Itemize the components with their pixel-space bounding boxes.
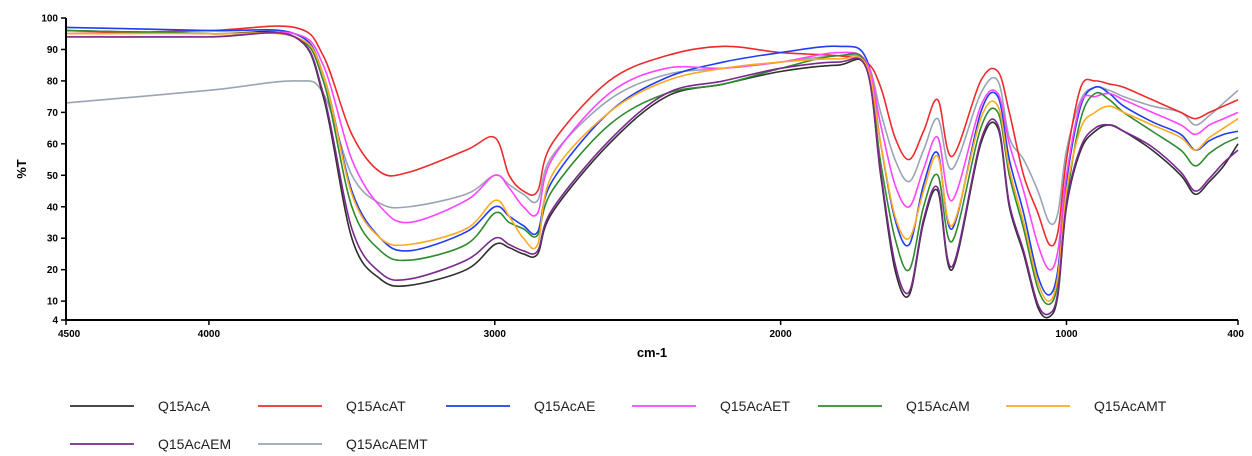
x-tick-label: 400: [1227, 329, 1244, 340]
legend-label: Q15AcAT: [346, 398, 406, 414]
legend-item: Q15AcAEMT: [258, 436, 428, 452]
y-tick-label: 80: [47, 76, 59, 87]
legend-item: Q15AcAEM: [70, 436, 231, 452]
series-line-q15acaem: [65, 31, 1239, 316]
axes: 4 10 20 30 40 50 60 70 80 90 100 4500 4000 3000 2000 10…: [14, 14, 1244, 361]
x-tick-label: 4500: [58, 329, 81, 340]
x-tick-label: 1000: [1055, 329, 1078, 340]
legend-label: Q15AcAEM: [158, 436, 231, 452]
series-line-q15acae: [65, 26, 1239, 296]
legend-label: Q15AcA: [158, 398, 211, 414]
series-line-q15aca: [65, 29, 1239, 319]
x-tick-label: 4000: [198, 329, 221, 340]
series-line-q15acat: [65, 25, 1239, 247]
legend-item: Q15AcAT: [258, 398, 406, 414]
x-tick-label: 3000: [484, 329, 507, 340]
y-tick-label: 10: [47, 297, 59, 308]
series-line-q15acaet: [65, 31, 1239, 271]
series-line-q15acamt: [65, 32, 1239, 302]
y-tick-label: 60: [47, 139, 59, 150]
y-axis-title: %T: [14, 159, 29, 179]
legend-label: Q15AcAMT: [1094, 398, 1167, 414]
y-tick-label: 100: [41, 14, 58, 25]
y-tick-label: 20: [47, 265, 59, 276]
legend-item: Q15AcAM: [818, 398, 970, 414]
legend-label: Q15AcAM: [906, 398, 970, 414]
legend-item: Q15AcAET: [632, 398, 790, 414]
y-tick-label: 90: [47, 45, 59, 56]
legend-item: Q15AcAE: [446, 398, 595, 414]
y-tick-label: 30: [47, 234, 59, 245]
series-line-q15acaemt: [65, 54, 1239, 226]
legend-label: Q15AcAEMT: [346, 436, 428, 452]
y-tick-label: 50: [47, 171, 59, 182]
legend-item: Q15AcAMT: [1006, 398, 1167, 414]
y-tick-label: 40: [47, 202, 59, 213]
y-tick-label: 4: [52, 316, 58, 327]
x-tick-label: 2000: [770, 329, 793, 340]
x-axis-title: cm-1: [637, 345, 667, 360]
legend-item: Q15AcA: [70, 398, 211, 414]
plot-area: [65, 25, 1239, 319]
legend-label: Q15AcAET: [720, 398, 790, 414]
legend-label: Q15AcAE: [534, 398, 595, 414]
y-tick-label: 70: [47, 108, 59, 119]
series-line-q15acam: [65, 29, 1239, 306]
legend: Q15AcA Q15AcAT Q15AcAE Q15AcAET Q15AcAM Q15Ac…: [70, 398, 1167, 452]
